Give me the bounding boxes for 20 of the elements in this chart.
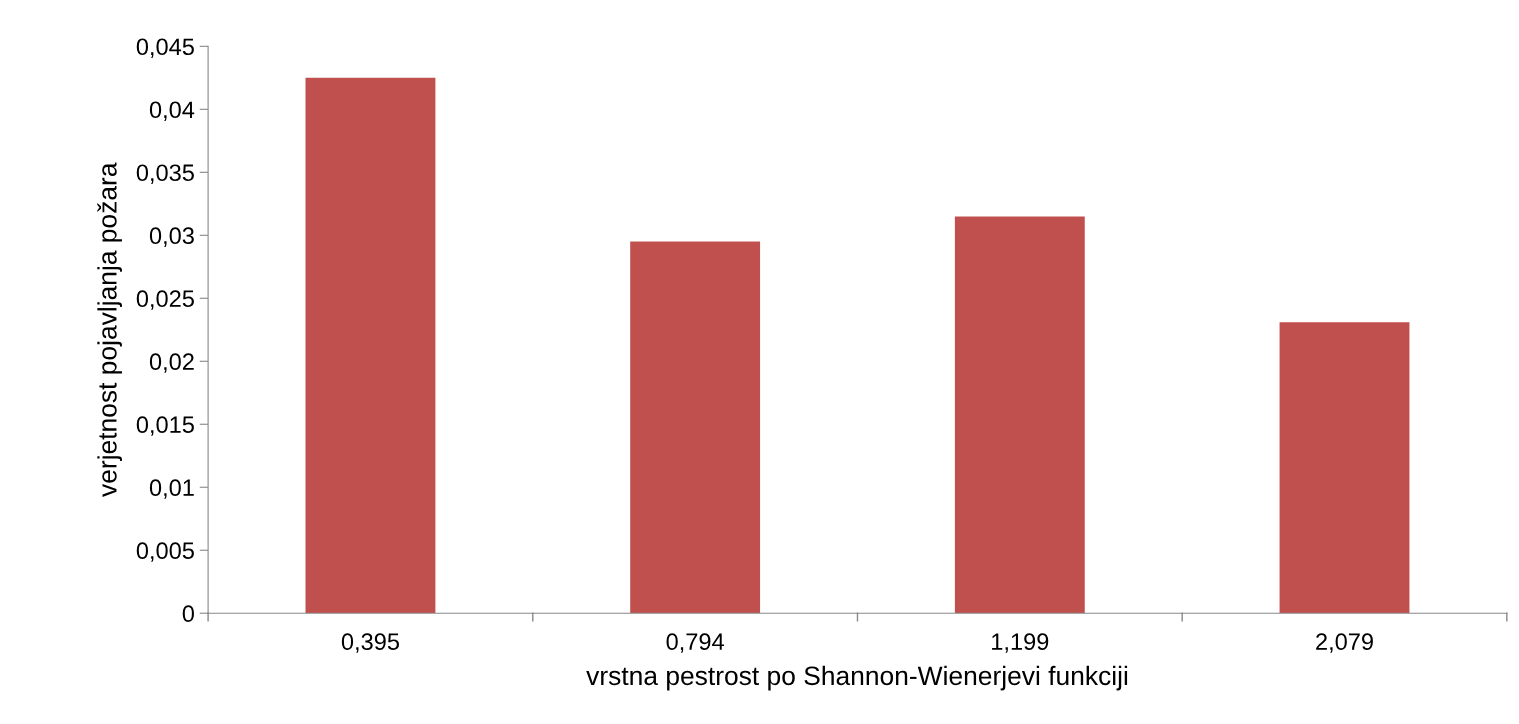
y-tick-label: 0,005 [136,542,194,562]
y-tick-label: 0 [182,605,194,623]
y-tick-label: 0,045 [136,38,194,58]
bar [305,77,436,614]
x-tick-label: 2,079 [1316,633,1373,653]
y-tick-label: 0,035 [136,164,194,184]
x-axis-title: vrstna pestrost po Shannon-Wienerjevi funkciji [586,665,1128,691]
x-tick-label: 0,794 [666,633,724,653]
x-tick-label: 0,395 [341,633,399,653]
y-tick-label: 0,025 [136,290,194,310]
bar [630,241,761,614]
y-tick-label: 0,04 [149,101,195,121]
bar [1279,322,1410,614]
y-tick-label: 0,01 [149,479,194,499]
y-tick-label: 0,02 [149,353,194,373]
y-axis-title: verjetnost pojavljanja požara [97,162,122,497]
x-tick-label: 1,199 [992,633,1049,653]
bar [954,216,1085,614]
y-tick-label: 0,015 [136,416,194,436]
y-tick-label: 0,03 [149,227,194,247]
